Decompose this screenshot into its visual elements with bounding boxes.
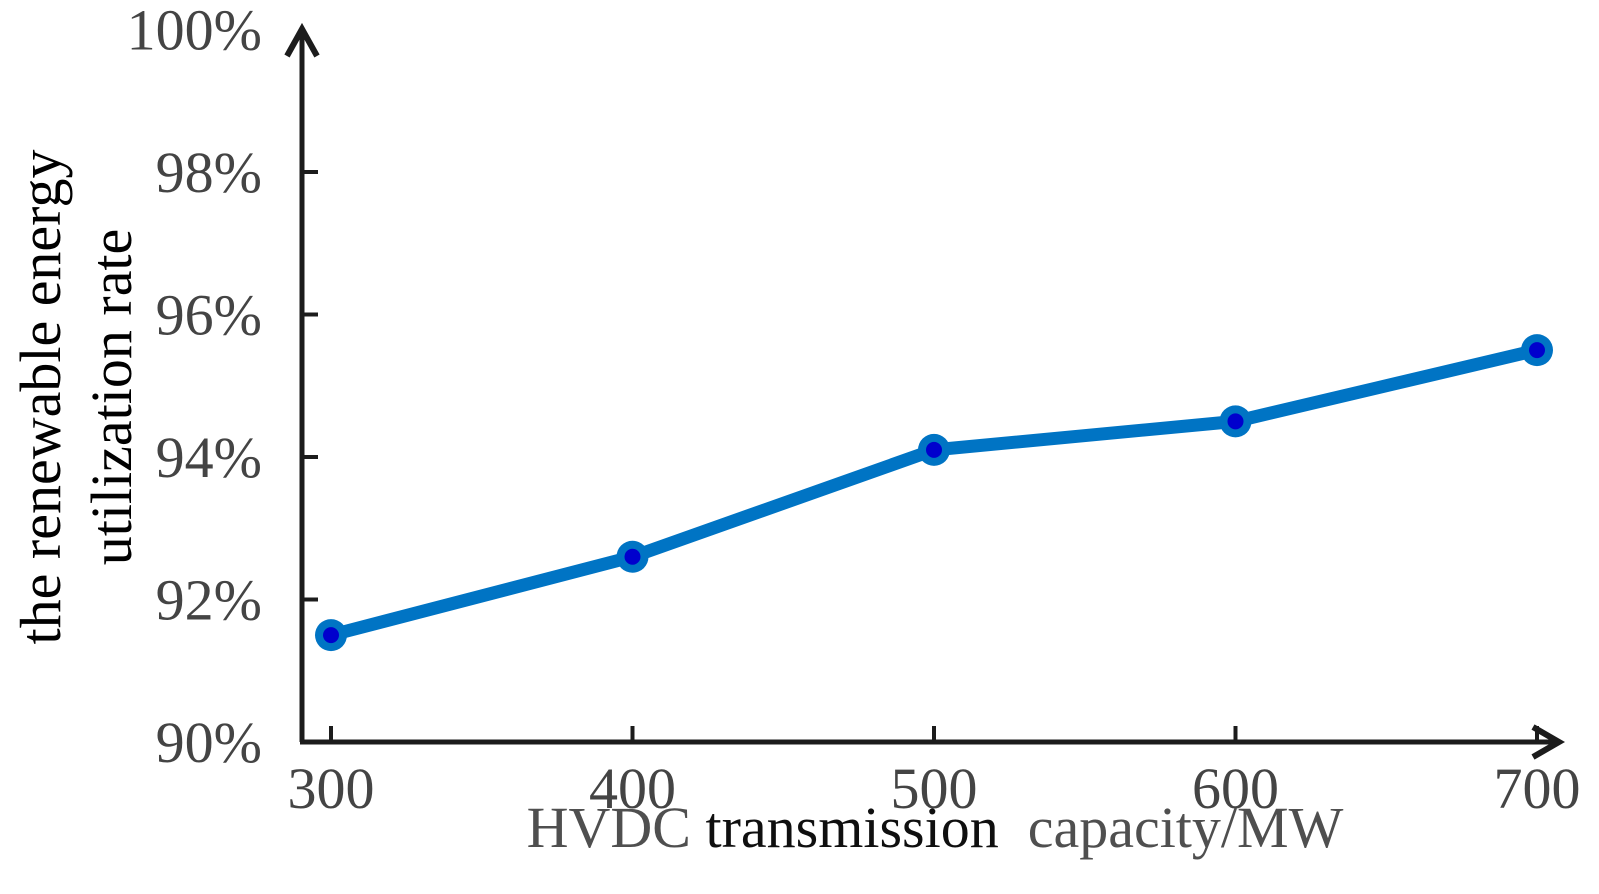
x-tick-label: 600 bbox=[1192, 756, 1279, 821]
x-tick-label: 400 bbox=[589, 756, 676, 821]
data-point bbox=[1227, 413, 1244, 430]
x-tick-label: 700 bbox=[1494, 756, 1581, 821]
data-point bbox=[1529, 342, 1545, 359]
ticks-layer: 90% 92% 94% 96% 98% 100% 300 400 500 600 700 bbox=[127, 0, 1581, 821]
series-layer bbox=[315, 334, 1553, 652]
x-tick-label: 500 bbox=[891, 756, 978, 821]
data-point bbox=[323, 627, 339, 644]
x-tick-label: 300 bbox=[288, 756, 375, 821]
y-tick-label: 98% bbox=[156, 140, 262, 205]
y-tick-label: 94% bbox=[156, 425, 262, 490]
y-tick-label: 100% bbox=[127, 0, 262, 63]
data-point bbox=[926, 441, 942, 458]
x-axis-title: HVDC transmission capacity/MW bbox=[320, 796, 1550, 860]
axes-layer bbox=[284, 22, 1566, 760]
y-axis-title: the renewable energy utilization rate bbox=[5, 150, 147, 645]
y-tick-label: 96% bbox=[156, 283, 262, 348]
y-tick-label: 90% bbox=[156, 710, 262, 775]
x-axis-title-part1: HVDC bbox=[526, 795, 706, 860]
y-axis-arrowhead-icon bbox=[284, 22, 320, 58]
x-axis-arrowhead-icon bbox=[1531, 724, 1566, 760]
y-axis-title-line1: the renewable energy bbox=[8, 149, 73, 645]
x-axis-title-part2: transmission bbox=[705, 795, 999, 860]
data-point bbox=[624, 548, 641, 565]
y-tick-label: 92% bbox=[156, 568, 262, 633]
x-axis-title-part3: capacity/MW bbox=[998, 795, 1344, 860]
y-axis-title-line2: utilization rate bbox=[79, 228, 144, 566]
data-line bbox=[329, 343, 1539, 642]
